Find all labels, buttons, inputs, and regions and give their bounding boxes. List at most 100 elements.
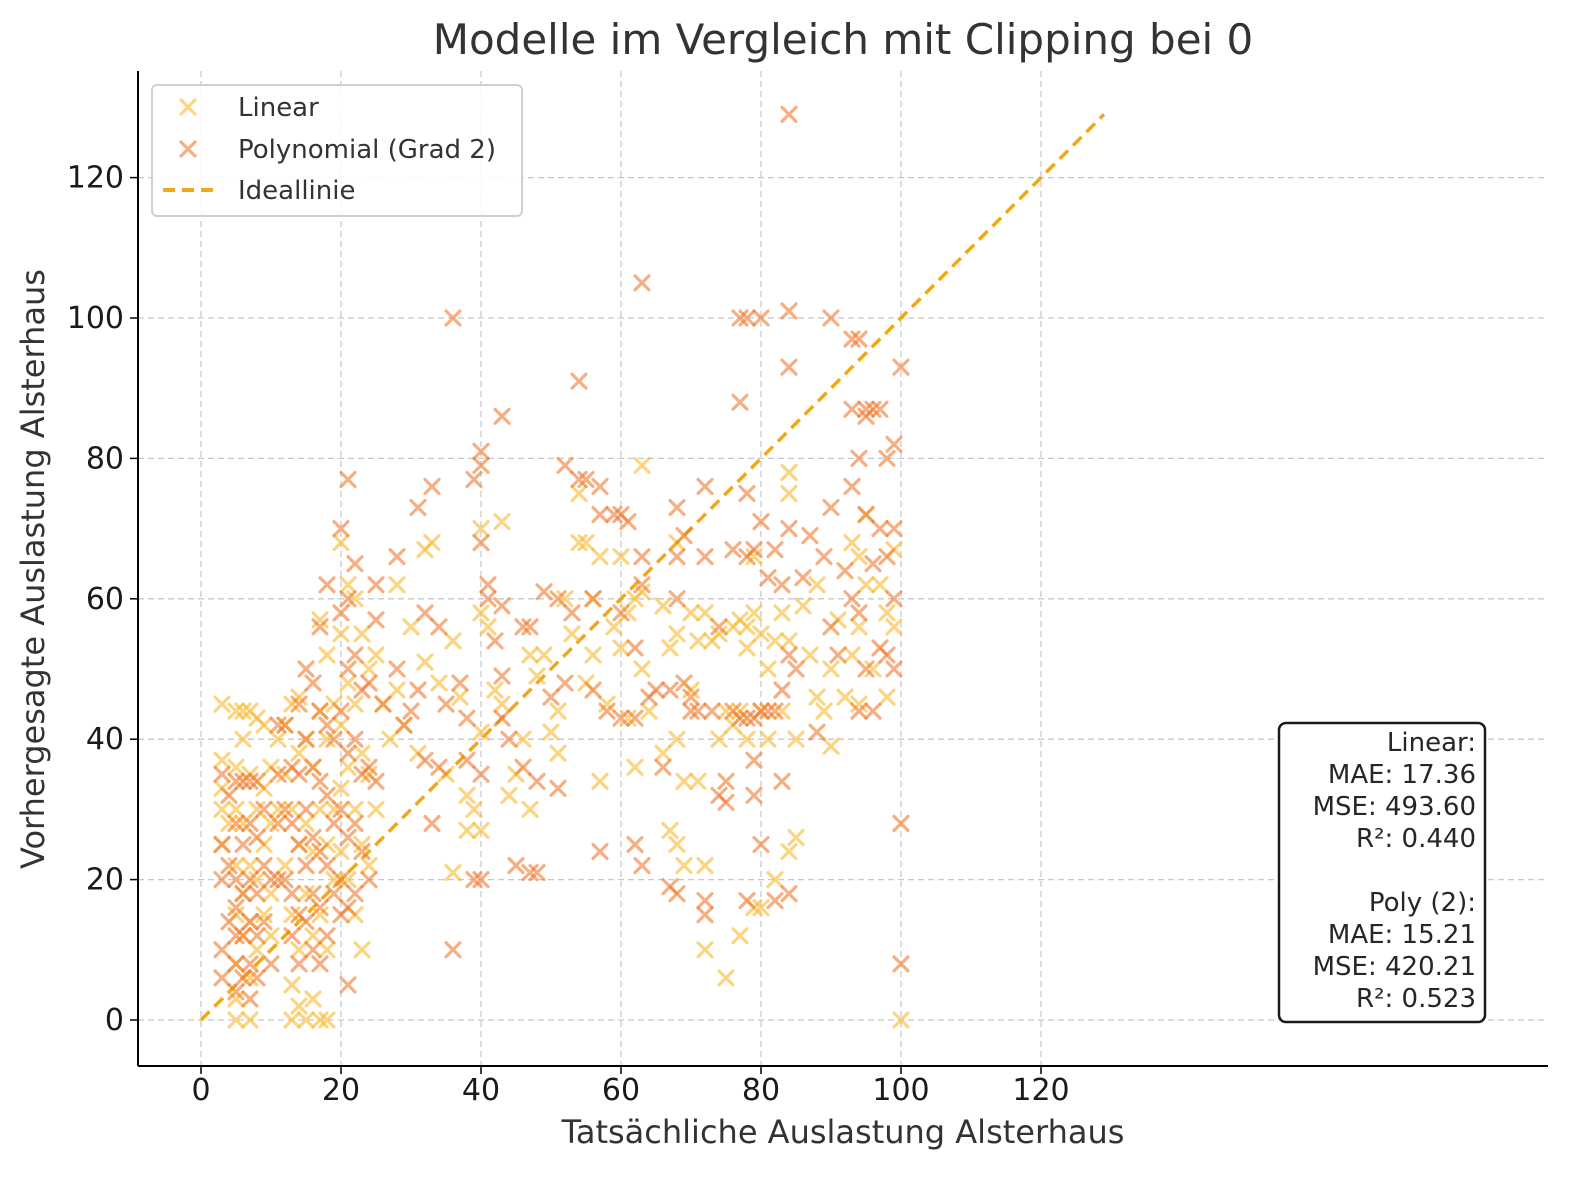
linear-point <box>822 737 840 755</box>
linear-point <box>612 548 630 566</box>
chart-title: Modelle im Vergleich mit Clipping bei 0 <box>433 15 1254 64</box>
poly-point <box>598 702 616 720</box>
poly-point <box>325 885 343 903</box>
linear-point <box>346 695 364 713</box>
poly-point <box>696 548 714 566</box>
poly-point <box>213 871 231 889</box>
ideal-line-path <box>199 113 1106 1022</box>
poly-point <box>346 814 364 833</box>
stats-poly-mse: MSE: 420.21 <box>1313 952 1476 982</box>
poly-point <box>682 702 700 720</box>
y-axis-label: Vorhergesagte Auslastung Alsterhaus <box>14 269 52 869</box>
poly-point <box>647 681 665 699</box>
linear-point <box>248 800 266 818</box>
poly-point <box>654 758 672 776</box>
poly-point <box>269 765 287 783</box>
poly-point <box>850 449 868 467</box>
linear-point <box>885 618 903 636</box>
poly-point <box>248 772 266 790</box>
poly-point <box>227 955 245 973</box>
linear-point <box>472 604 490 622</box>
poly-point <box>465 470 483 489</box>
linear-point <box>283 1011 301 1029</box>
linear-point <box>318 941 336 959</box>
linear-point <box>654 597 672 615</box>
poly-point <box>878 646 896 664</box>
poly-point <box>283 885 301 903</box>
linear-point <box>290 688 308 706</box>
linear-point <box>444 632 462 650</box>
poly-point <box>556 456 574 475</box>
poly-point <box>346 885 364 903</box>
linear-point <box>752 625 770 643</box>
poly-point <box>227 772 245 790</box>
linear-point <box>766 632 784 650</box>
legend-poly-x <box>179 140 197 158</box>
linear-point <box>654 744 672 762</box>
linear-point <box>297 1011 315 1029</box>
poly-point <box>227 871 245 889</box>
poly-point <box>311 618 329 636</box>
poly-point <box>472 534 490 552</box>
linear-point <box>780 632 798 650</box>
poly-point <box>409 498 427 517</box>
poly-point <box>563 604 581 622</box>
poly-point <box>836 562 854 580</box>
linear-point <box>738 618 756 636</box>
poly-point <box>780 885 798 903</box>
poly-point <box>311 702 329 720</box>
legend-linear-x <box>179 98 197 116</box>
linear-point <box>563 625 581 643</box>
linear-point <box>227 856 245 875</box>
linear-point <box>528 667 546 685</box>
x-tick-label: 20 <box>322 1073 360 1108</box>
linear-point <box>227 990 245 1008</box>
poly-point <box>255 856 273 875</box>
linear-point <box>668 730 686 748</box>
poly-point <box>549 590 567 608</box>
linear-point <box>710 730 728 748</box>
poly-point <box>633 576 651 594</box>
poly-point <box>892 358 910 376</box>
linear-point <box>500 786 518 804</box>
poly-point <box>577 470 595 489</box>
poly-point <box>661 681 679 699</box>
poly-point <box>612 709 630 727</box>
poly-point <box>430 758 448 776</box>
poly-point <box>409 681 427 699</box>
linear-point <box>423 534 441 552</box>
poly-point <box>815 548 833 566</box>
poly-point <box>297 856 315 875</box>
poly-point <box>248 969 266 987</box>
poly-point <box>801 527 819 545</box>
poly-point <box>332 800 350 818</box>
linear-point <box>549 744 567 762</box>
poly-point <box>297 730 315 748</box>
poly-point <box>514 618 532 636</box>
poly-point <box>493 407 511 425</box>
linear-point <box>556 590 574 608</box>
poly-point <box>752 835 770 854</box>
linear-point <box>521 800 539 818</box>
poly-point <box>339 899 357 917</box>
poly-point <box>479 576 497 594</box>
stats-poly-mae: MAE: 15.21 <box>1328 920 1476 950</box>
linear-point <box>248 941 266 959</box>
poly-point <box>213 835 231 854</box>
poly-point <box>885 435 903 453</box>
linear-point <box>311 800 329 818</box>
y-tick-label: 80 <box>86 441 124 476</box>
poly-point <box>304 885 322 903</box>
poly-point <box>766 702 784 720</box>
linear-point <box>787 828 805 847</box>
poly-point <box>430 618 448 636</box>
poly-point <box>318 786 336 804</box>
poly-point <box>465 871 483 889</box>
linear-point <box>682 604 700 622</box>
poly-point <box>346 555 364 573</box>
poly-point <box>675 674 693 692</box>
linear-point <box>780 842 798 861</box>
linear-point <box>570 484 588 503</box>
poly-point <box>472 442 490 460</box>
poly-point <box>220 786 238 804</box>
